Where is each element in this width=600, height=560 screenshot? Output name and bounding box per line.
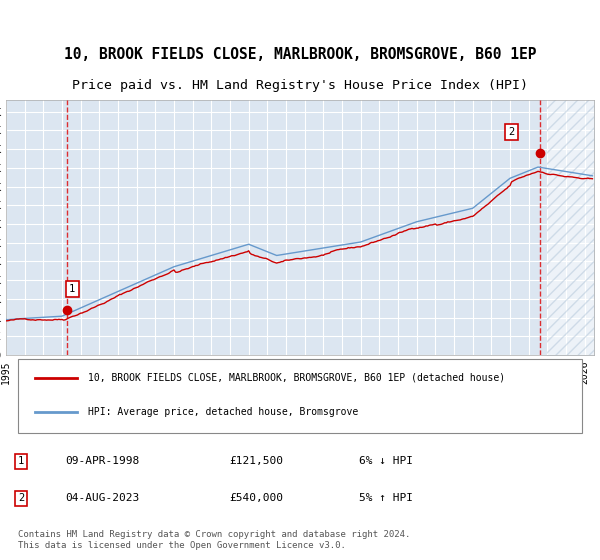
Text: £121,500: £121,500 [229, 456, 283, 466]
Text: 04-AUG-2023: 04-AUG-2023 [65, 493, 139, 503]
Text: 1: 1 [69, 284, 76, 294]
Text: 2: 2 [18, 493, 24, 503]
Text: 2: 2 [508, 127, 515, 137]
Bar [547, 93, 594, 355]
Text: 5% ↑ HPI: 5% ↑ HPI [359, 493, 413, 503]
Text: HPI: Average price, detached house, Bromsgrove: HPI: Average price, detached house, Brom… [88, 407, 359, 417]
Text: 09-APR-1998: 09-APR-1998 [65, 456, 139, 466]
Text: 10, BROOK FIELDS CLOSE, MARLBROOK, BROMSGROVE, B60 1EP: 10, BROOK FIELDS CLOSE, MARLBROOK, BROMS… [64, 47, 536, 62]
Text: Contains HM Land Registry data © Crown copyright and database right 2024.
This d: Contains HM Land Registry data © Crown c… [18, 530, 410, 549]
FancyBboxPatch shape [18, 359, 582, 433]
Text: 6% ↓ HPI: 6% ↓ HPI [359, 456, 413, 466]
Text: 1: 1 [18, 456, 24, 466]
Text: 10, BROOK FIELDS CLOSE, MARLBROOK, BROMSGROVE, B60 1EP (detached house): 10, BROOK FIELDS CLOSE, MARLBROOK, BROMS… [88, 373, 505, 383]
Text: £540,000: £540,000 [229, 493, 283, 503]
Text: Price paid vs. HM Land Registry's House Price Index (HPI): Price paid vs. HM Land Registry's House … [72, 78, 528, 92]
